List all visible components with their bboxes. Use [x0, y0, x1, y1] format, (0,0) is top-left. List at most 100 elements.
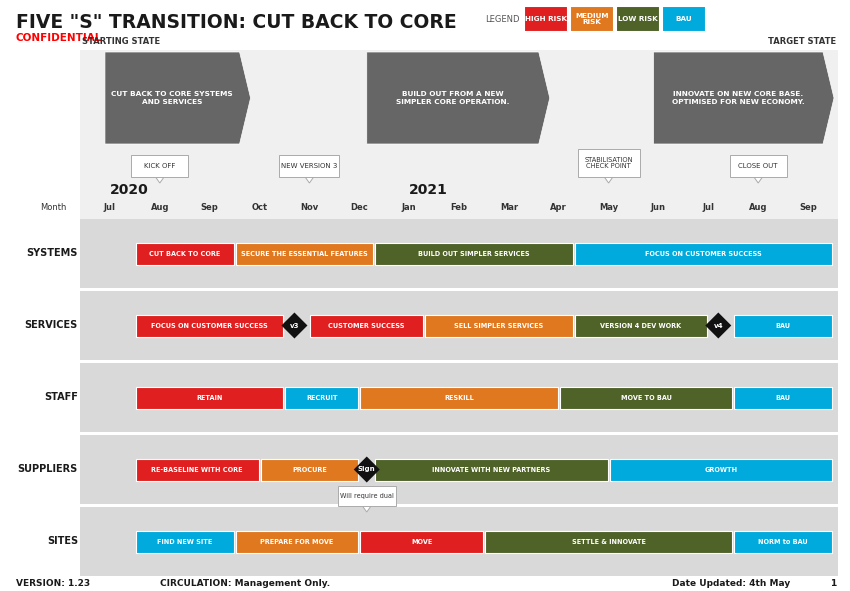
- FancyBboxPatch shape: [570, 6, 614, 32]
- Text: SERVICES: SERVICES: [25, 320, 78, 330]
- FancyBboxPatch shape: [131, 155, 189, 177]
- Text: SYSTEMS: SYSTEMS: [26, 248, 78, 258]
- Text: May: May: [599, 203, 618, 212]
- FancyBboxPatch shape: [80, 507, 838, 576]
- Polygon shape: [366, 52, 550, 144]
- Text: MEDIUM
RISK: MEDIUM RISK: [575, 12, 609, 25]
- Text: FIVE "S" TRANSITION: CUT BACK TO CORE: FIVE "S" TRANSITION: CUT BACK TO CORE: [16, 13, 456, 32]
- FancyBboxPatch shape: [80, 219, 838, 288]
- FancyBboxPatch shape: [560, 387, 732, 408]
- Polygon shape: [753, 176, 763, 183]
- Text: KICK OFF: KICK OFF: [144, 163, 175, 169]
- Text: SETTLE & INNOVATE: SETTLE & INNOVATE: [572, 538, 645, 544]
- FancyBboxPatch shape: [136, 314, 283, 336]
- Polygon shape: [654, 52, 834, 144]
- FancyBboxPatch shape: [261, 459, 358, 480]
- Text: RECRUIT: RECRUIT: [306, 395, 337, 401]
- Text: Mar: Mar: [500, 203, 518, 212]
- Text: v4: v4: [713, 323, 723, 329]
- Text: NORM to BAU: NORM to BAU: [758, 538, 808, 544]
- Text: FIND NEW SITE: FIND NEW SITE: [157, 538, 212, 544]
- FancyBboxPatch shape: [136, 531, 234, 553]
- Polygon shape: [604, 176, 614, 183]
- Text: Will require dual: Will require dual: [340, 493, 394, 499]
- Text: STAFF: STAFF: [44, 392, 78, 402]
- Text: VERSION 4 DEV WORK: VERSION 4 DEV WORK: [600, 323, 682, 329]
- Text: CUSTOMER SUCCESS: CUSTOMER SUCCESS: [328, 323, 405, 329]
- Text: Aug: Aug: [150, 203, 169, 212]
- Text: BAU: BAU: [776, 323, 791, 329]
- Text: 2020: 2020: [110, 183, 149, 197]
- Text: CUT BACK TO CORE: CUT BACK TO CORE: [149, 251, 220, 256]
- Polygon shape: [304, 176, 314, 183]
- Text: Feb: Feb: [450, 203, 468, 212]
- FancyBboxPatch shape: [575, 314, 707, 336]
- Text: Dec: Dec: [350, 203, 368, 212]
- Text: Aug: Aug: [749, 203, 768, 212]
- Text: BUILD OUT FROM A NEW
SIMPLER CORE OPERATION.: BUILD OUT FROM A NEW SIMPLER CORE OPERAT…: [396, 92, 509, 105]
- Polygon shape: [105, 52, 251, 144]
- Text: Sep: Sep: [201, 203, 218, 212]
- FancyBboxPatch shape: [662, 6, 706, 32]
- Text: BUILD OUT SIMPLER SERVICES: BUILD OUT SIMPLER SERVICES: [418, 251, 530, 256]
- Text: PROCURE: PROCURE: [292, 466, 326, 472]
- FancyBboxPatch shape: [360, 531, 483, 553]
- FancyBboxPatch shape: [136, 387, 283, 408]
- Text: v3: v3: [290, 323, 299, 329]
- Text: Date Updated: 4th May: Date Updated: 4th May: [672, 579, 790, 587]
- Text: Nov: Nov: [300, 203, 319, 212]
- Text: RESKILL: RESKILL: [444, 395, 473, 401]
- Text: 2021: 2021: [409, 183, 448, 197]
- Text: INNOVATE WITH NEW PARTNERS: INNOVATE WITH NEW PARTNERS: [433, 466, 551, 472]
- Text: Jul: Jul: [702, 203, 714, 212]
- Text: Jun: Jun: [651, 203, 666, 212]
- Text: SUPPLIERS: SUPPLIERS: [18, 465, 78, 475]
- Text: CIRCULATION: Management Only.: CIRCULATION: Management Only.: [160, 579, 330, 587]
- Text: INNOVATE ON NEW CORE BASE.
OPTIMISED FOR NEW ECONOMY.: INNOVATE ON NEW CORE BASE. OPTIMISED FOR…: [672, 92, 805, 105]
- Text: SITES: SITES: [47, 537, 78, 547]
- Text: MOVE: MOVE: [411, 538, 432, 544]
- FancyBboxPatch shape: [136, 242, 234, 265]
- Text: FOCUS ON CUSTOMER SUCCESS: FOCUS ON CUSTOMER SUCCESS: [151, 323, 268, 329]
- Text: BAU: BAU: [776, 395, 791, 401]
- Text: CUT BACK TO CORE SYSTEMS
AND SERVICES: CUT BACK TO CORE SYSTEMS AND SERVICES: [111, 92, 233, 105]
- Text: RETAIN: RETAIN: [196, 395, 223, 401]
- FancyBboxPatch shape: [235, 242, 373, 265]
- Text: LEGEND: LEGEND: [485, 15, 520, 24]
- Text: Jul: Jul: [104, 203, 116, 212]
- Text: SECURE THE ESSENTIAL FEATURES: SECURE THE ESSENTIAL FEATURES: [241, 251, 368, 256]
- FancyBboxPatch shape: [80, 50, 838, 219]
- FancyBboxPatch shape: [286, 387, 358, 408]
- Polygon shape: [354, 456, 380, 482]
- Text: Jan: Jan: [402, 203, 416, 212]
- FancyBboxPatch shape: [80, 291, 838, 360]
- FancyBboxPatch shape: [578, 149, 639, 177]
- FancyBboxPatch shape: [375, 242, 573, 265]
- Text: FOCUS ON CUSTOMER SUCCESS: FOCUS ON CUSTOMER SUCCESS: [645, 251, 762, 256]
- FancyBboxPatch shape: [280, 155, 339, 177]
- FancyBboxPatch shape: [235, 531, 358, 553]
- Text: BAU: BAU: [676, 16, 692, 22]
- Polygon shape: [281, 313, 308, 339]
- FancyBboxPatch shape: [375, 459, 608, 480]
- Text: TARGET STATE: TARGET STATE: [768, 37, 836, 46]
- Polygon shape: [155, 176, 165, 183]
- FancyBboxPatch shape: [575, 242, 832, 265]
- FancyBboxPatch shape: [616, 6, 660, 32]
- Polygon shape: [362, 505, 371, 512]
- Text: RE-BASELINE WITH CORE: RE-BASELINE WITH CORE: [151, 466, 243, 472]
- Text: HIGH RISK: HIGH RISK: [525, 16, 567, 22]
- FancyBboxPatch shape: [609, 459, 832, 480]
- Text: GROWTH: GROWTH: [705, 466, 737, 472]
- Text: Sep: Sep: [799, 203, 817, 212]
- Text: CONFIDENTIAL: CONFIDENTIAL: [16, 33, 102, 43]
- Text: 1: 1: [830, 579, 836, 587]
- Text: Oct: Oct: [252, 203, 268, 212]
- Text: NEW VERSION 3: NEW VERSION 3: [281, 163, 337, 169]
- FancyBboxPatch shape: [524, 6, 568, 32]
- Text: CLOSE OUT: CLOSE OUT: [739, 163, 778, 169]
- FancyBboxPatch shape: [136, 459, 258, 480]
- Text: Apr: Apr: [550, 203, 567, 212]
- Text: VERSION: 1.23: VERSION: 1.23: [16, 579, 90, 587]
- Text: STARTING STATE: STARTING STATE: [82, 37, 160, 46]
